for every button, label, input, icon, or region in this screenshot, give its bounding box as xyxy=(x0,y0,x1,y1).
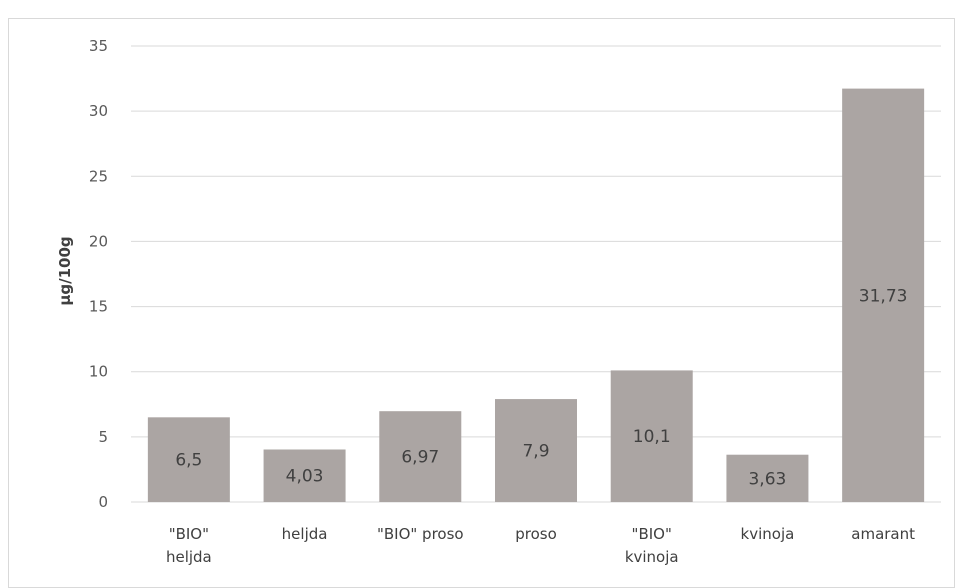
x-tick-label: proso xyxy=(515,525,557,543)
x-tick-label: "BIO" xyxy=(169,525,209,543)
data-label: 3,63 xyxy=(748,469,786,489)
data-label: 10,1 xyxy=(633,427,671,447)
data-label: 7,9 xyxy=(522,442,549,462)
data-label: 31,73 xyxy=(859,286,908,306)
data-label: 6,5 xyxy=(175,451,202,471)
y-tick-label: 20 xyxy=(89,232,108,250)
x-tick-label: heljda xyxy=(282,525,328,543)
x-tick-label: "BIO" xyxy=(632,525,672,543)
y-tick-label: 5 xyxy=(98,428,108,446)
y-tick-label: 0 xyxy=(98,493,108,511)
x-tick-label: kvinoja xyxy=(741,525,795,543)
x-tick-label: heljda xyxy=(166,548,212,566)
x-tick-label: "BIO" proso xyxy=(377,525,464,543)
y-tick-label: 35 xyxy=(89,37,108,55)
y-tick-label: 15 xyxy=(89,298,108,316)
x-tick-label: kvinoja xyxy=(625,548,679,566)
x-tick-label: amarant xyxy=(851,525,915,543)
data-label: 4,03 xyxy=(286,467,324,487)
y-tick-label: 10 xyxy=(89,363,108,381)
bar xyxy=(610,370,693,502)
bar xyxy=(495,399,577,502)
labels: 0 5 10 15 20 25 30 35 6,5 "BIO" heljda 4,03 heljda 6,… xyxy=(89,37,915,566)
y-tick-label: 30 xyxy=(89,102,108,120)
bar xyxy=(842,88,925,503)
bar xyxy=(379,411,462,502)
data-label: 6,97 xyxy=(401,448,439,468)
bar xyxy=(263,449,346,502)
bars xyxy=(147,88,925,503)
y-tick-label: 25 xyxy=(89,167,108,185)
bar xyxy=(726,454,809,502)
bar xyxy=(147,417,230,502)
y-axis-label: µg/100g xyxy=(56,236,74,305)
